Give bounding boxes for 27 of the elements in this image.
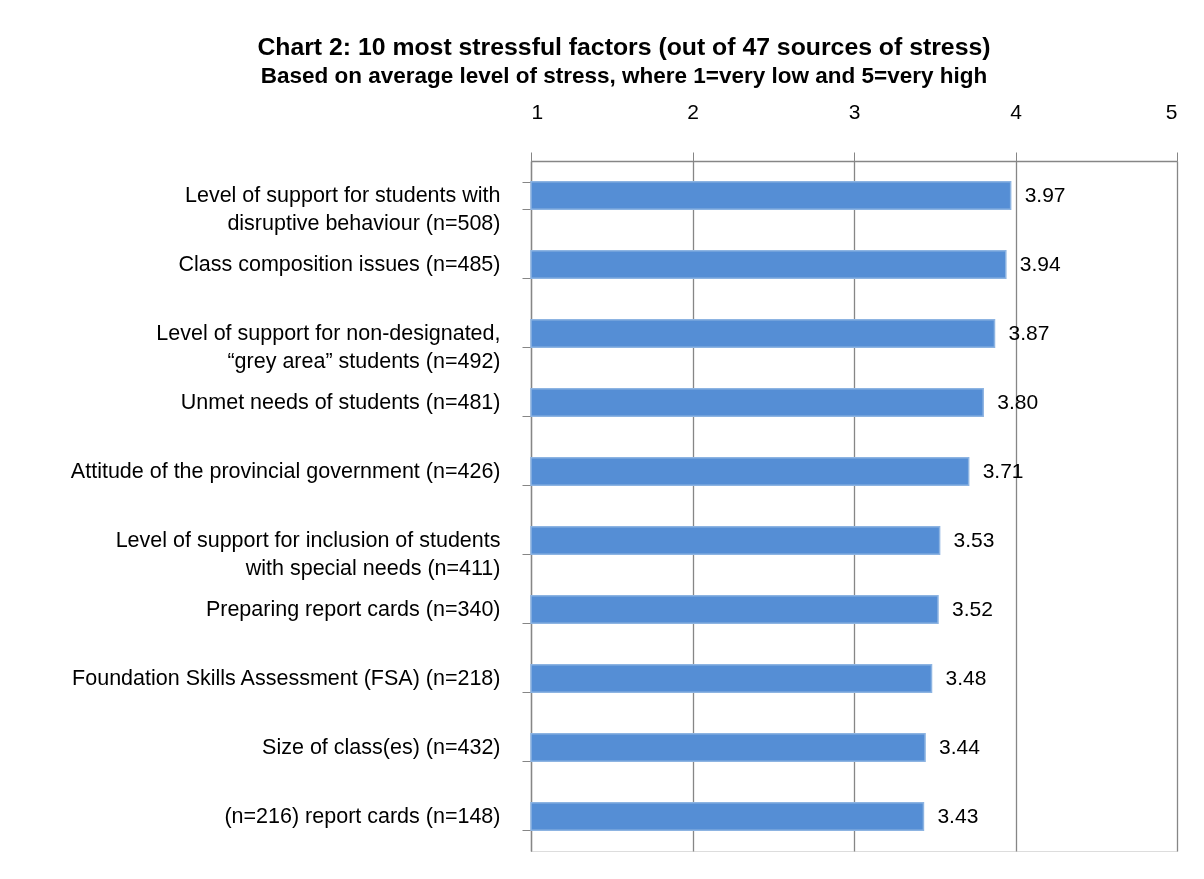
y-tick-label: Level of support for non-designated, “grey area” students (n=492) — [156, 321, 501, 373]
data-label: 3.43 — [937, 803, 979, 827]
data-label: 3.94 — [1019, 251, 1061, 275]
y-tick-label: Attitude of the provincial government (n=426) — [70, 459, 501, 483]
x-tick-label: 2 — [687, 99, 699, 123]
y-tick-label: Size of class(es) (n=432) — [262, 735, 501, 759]
data-label: 3.48 — [945, 665, 987, 689]
y-tick-label: Level of support for students with disruptive behaviour (n=508) — [184, 183, 501, 235]
x-tick-label: 3 — [848, 99, 861, 123]
y-tick-label: Unmet needs of students (n=481) — [180, 390, 501, 414]
data-label: 3.52 — [951, 596, 993, 620]
y-tick-label: Foundation Skills Assessment (FSA) (n=218) — [72, 666, 501, 690]
data-label: 3.87 — [1008, 320, 1050, 344]
y-tick-label: Level of support for inclusion of students with special needs (n=411) — [115, 528, 501, 580]
data-label: 3.97 — [1024, 182, 1066, 206]
data-label: 3.44 — [939, 734, 981, 758]
chart-title: Chart 2: 10 most stressful factors (out of 47 sources of stress) — [257, 32, 991, 60]
data-label: 3.80 — [997, 389, 1039, 413]
x-tick-label: 1 — [531, 99, 544, 123]
y-tick-label: Class composition issues (n=485) — [178, 252, 501, 276]
y-tick-label: Preparing report cards (n=340) — [205, 597, 501, 621]
x-tick-label: 4 — [1010, 99, 1023, 123]
data-label: 3.71 — [982, 458, 1024, 482]
x-tick-label: 5 — [1165, 99, 1178, 123]
y-tick-label: (n=216) report cards (n=148) — [224, 804, 501, 828]
data-label: 3.53 — [953, 527, 995, 551]
chart-subtitle: Based on average level of stress, where 1=very low and 5=very high — [260, 62, 988, 88]
